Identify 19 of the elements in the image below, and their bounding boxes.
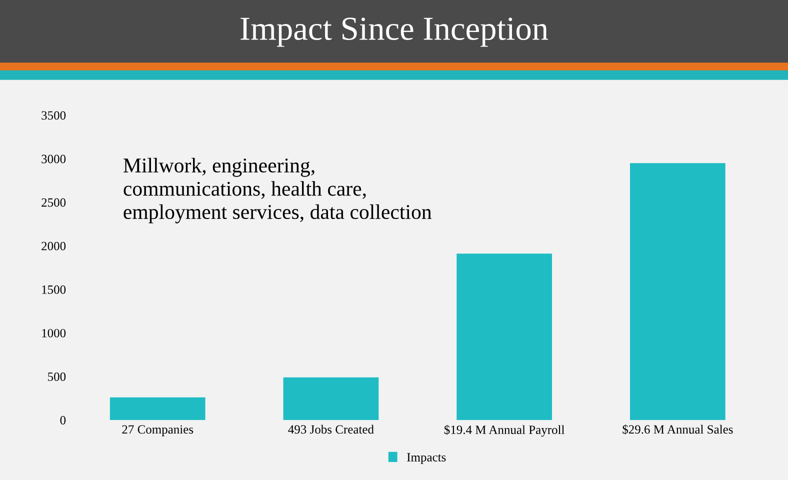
legend-label: Impacts [407,453,446,464]
y-tick-label: 3500 [42,111,66,120]
y-tick-label: 0 [60,416,66,424]
x-tick-label: $19.4 M Annual Payroll [444,424,564,437]
bar [110,397,206,420]
x-tick-label: $29.6 M Annual Sales [622,424,733,434]
bar [630,163,726,420]
y-tick-label: 2500 [42,198,66,207]
y-tick-label: 1000 [42,328,66,338]
bar [456,254,552,420]
y-tick-label: 500 [48,372,66,381]
chart-title: Impact Since Inception [240,18,548,47]
y-tick-label: 1500 [42,285,66,294]
y-tick-label: 2000 [42,242,66,250]
x-tick-label: 493 Jobs Created [288,424,374,434]
bar [283,377,379,420]
annotation: Millwork, engineering, communications, health care, employment services, data collection [124,158,432,224]
y-tick-label: 3000 [42,154,66,164]
x-tick-label: 27 Companies [122,425,194,436]
